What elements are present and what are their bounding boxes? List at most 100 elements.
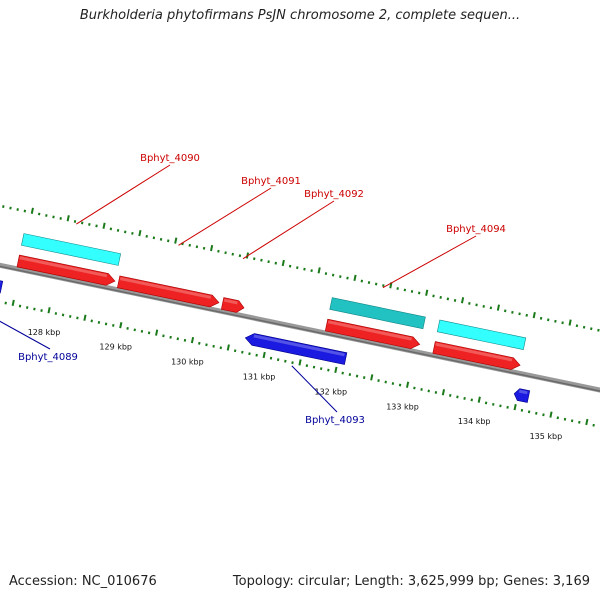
outer-scale-tick [310,269,313,273]
outer-scale-tick [346,276,349,280]
inner-scale-tick [506,405,509,409]
outer-scale-tick [210,244,214,252]
inner-scale-tick [463,396,466,400]
inner-scale-tick [549,411,553,418]
inner-scale-tick [126,326,129,330]
gene-arrow-shine [223,298,238,305]
inner-scale-tick [4,301,7,305]
outer-scale-tick [152,236,156,240]
gene-arrow-body [220,297,245,313]
gene-label-bphyt-4091: Bphyt_4091 [241,176,301,187]
inner-scale-tick [298,359,302,366]
outer-scale-tick [288,264,292,268]
inner-scale-tick [370,374,374,381]
inner-scale-tick [25,306,29,309]
inner-scale-tick [470,398,473,402]
tick-label-131: 131 kbp [243,372,276,381]
inner-scale-tick [592,423,595,427]
inner-scale-tick [434,391,438,394]
outer-scale-tick [80,221,84,225]
inner-scale-tick [262,351,266,359]
outer-scale-tick [453,299,457,302]
outer-scale-tick [446,297,450,301]
forward-gene-arrow [220,297,245,313]
gene-label-bphyt-4094: Bphyt_4094 [446,224,506,235]
inner-scale-tick [377,379,380,382]
inner-scale-tick [312,365,316,369]
gene-label-bphyt-4090: Bphyt_4090 [140,153,200,164]
gene-label-leader [242,200,335,260]
inner-scale-tick [205,343,208,347]
outer-scale-tick [260,258,263,262]
outer-scale-tick [475,303,478,307]
inner-scale-tick [133,328,136,332]
inner-scale-tick [413,386,416,390]
gene-arrow-shine [0,265,1,285]
outer-scale-tick [303,267,306,271]
outer-scale-tick [88,223,91,226]
gene-label-leader [382,235,477,289]
tick-label-129: 129 kbp [99,343,132,352]
inner-scale-tick [76,316,79,320]
outer-scale-tick [95,224,98,228]
gene-arrow-body [324,318,421,349]
inner-scale-tick [226,344,230,351]
outer-scale-tick [439,296,442,299]
outer-scale-tick [37,212,41,216]
inner-scale-tick [69,315,72,318]
gene-label-bphyt-4092: Bphyt_4092 [304,189,364,200]
outer-scale-tick [231,252,234,256]
inner-scale-tick [169,335,172,339]
outer-scale-tick [503,309,507,313]
outer-scale-tick [410,290,414,293]
gene-arrow-shine [518,389,528,395]
tick-label-135: 135 kbp [530,432,563,441]
outer-scale-tick [102,222,106,229]
gene-arrow-shine [327,320,412,341]
outer-scale-tick [166,239,170,243]
inner-scale-tick [405,381,410,388]
outer-scale-tick [274,261,278,265]
outer-scale-tick [518,312,521,316]
tick-label-130: 130 kbp [171,358,204,367]
outer-scale-tick [360,279,364,283]
outer-scale-tick [525,313,528,317]
outer-scale-tick [547,318,550,322]
inner-scale-tick [176,337,180,341]
inner-scale-tick [255,353,258,357]
inner-scale-tick [47,307,51,314]
outer-scale-tick [16,208,19,211]
outer-scale-tick [590,327,593,331]
outer-scale-tick [138,230,142,237]
outer-scale-tick [425,289,429,296]
outer-scale-tick [188,243,191,247]
outer-scale-tick [496,304,500,311]
outer-scale-tick [597,328,600,332]
inner-scale-tick [441,389,446,396]
inner-scale-tick [449,394,452,397]
outer-scale-tick [575,324,579,328]
gene-label-bphyt-4089: Bphyt_4089 [18,352,78,363]
outer-scale-tick [468,301,471,305]
inner-scale-tick [355,374,359,378]
inner-scale-tick [542,413,545,417]
feature-bar [21,233,122,266]
gene-label-leader [178,187,272,246]
inner-scale-tick [391,382,395,385]
inner-scale-tick [241,350,244,354]
inner-scale-tick [248,352,251,356]
inner-scale-tick [119,322,123,329]
inner-scale-tick [585,418,589,426]
inner-scale-tick [269,356,273,360]
gene-arrow-shine [119,277,212,299]
outer-scale-tick [73,220,77,223]
outer-scale-tick [317,267,321,274]
inner-scale-tick [535,411,538,415]
inner-scale-tick [341,371,344,375]
outer-scale-tick [267,260,270,264]
outer-scale-tick [489,306,493,310]
backbone-shadow [0,265,600,392]
inner-scale-tick [570,419,574,423]
outer-scale-tick [561,321,564,325]
